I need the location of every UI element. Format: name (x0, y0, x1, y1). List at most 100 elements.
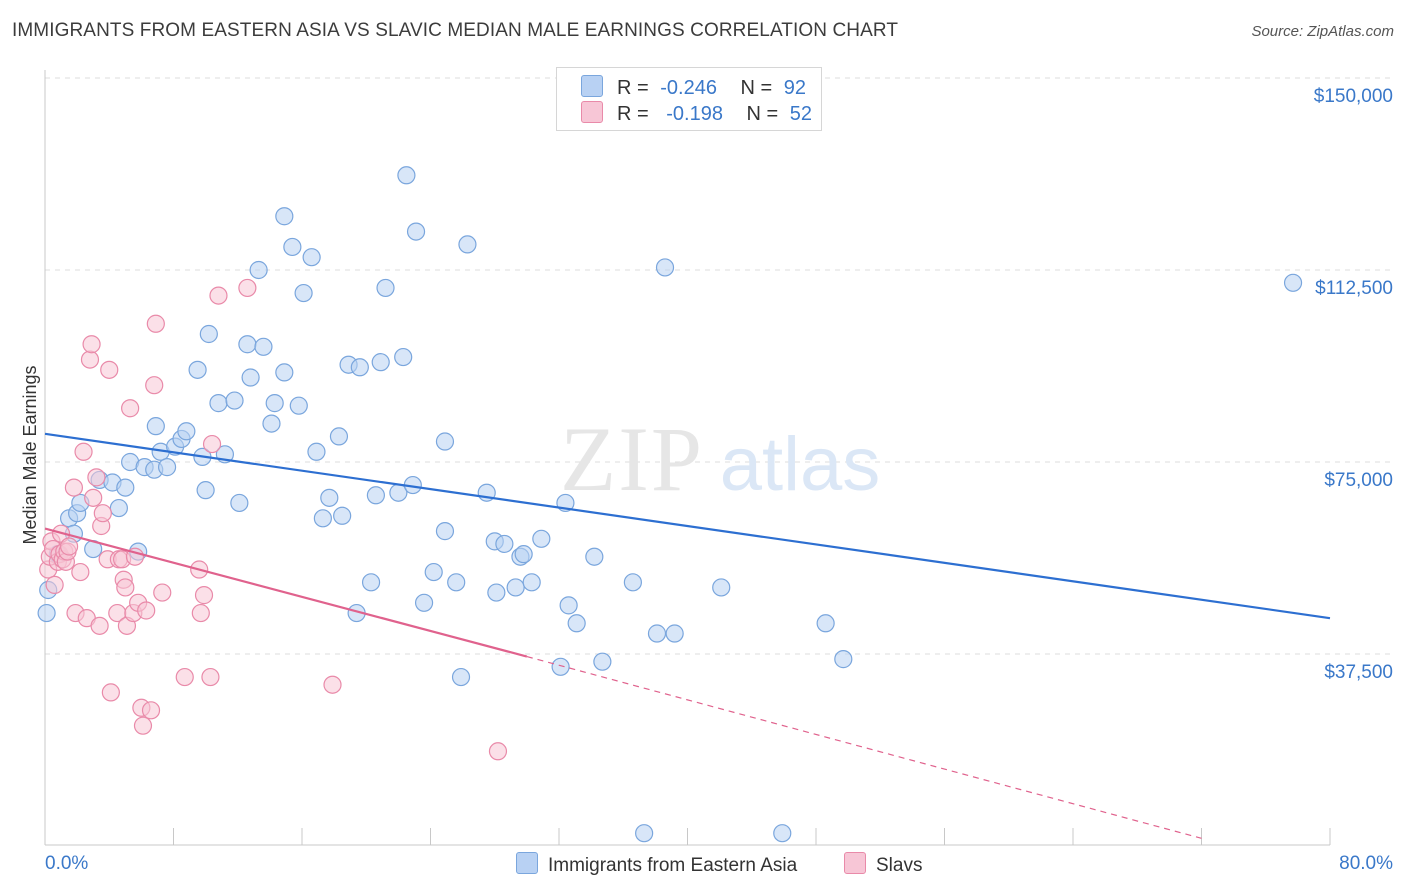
data-point-eastern-asia (37, 603, 56, 623)
legend-swatch-pink (581, 101, 603, 123)
data-point-eastern-asia (665, 624, 684, 643)
data-point-slavs (323, 675, 342, 694)
data-point-slavs (93, 504, 112, 523)
trend-line-eastern-asia (44, 432, 1331, 620)
legend-n-value: 92 (783, 77, 807, 99)
data-point-eastern-asia (773, 824, 792, 843)
data-point-eastern-asia (177, 422, 196, 441)
data-point-slavs (202, 434, 222, 454)
data-point-eastern-asia (1283, 273, 1303, 292)
data-point-eastern-asia (262, 414, 281, 433)
data-point-eastern-asia (495, 534, 514, 554)
data-point-eastern-asia (397, 166, 416, 185)
data-point-slavs (145, 376, 164, 395)
data-point-eastern-asia (109, 498, 128, 518)
data-point-slavs (141, 701, 161, 720)
data-point-eastern-asia (209, 394, 228, 413)
data-point-eastern-asia (157, 458, 177, 477)
watermark: ZIP atlas (560, 408, 880, 510)
bottom-legend-swatch-pink (844, 852, 866, 874)
data-point-eastern-asia (506, 578, 525, 597)
bottom-legend-slavs: Slavs (844, 852, 922, 877)
data-point-slavs (175, 667, 194, 687)
data-point-slavs (87, 468, 106, 487)
legend-row-slavs: R = -0.198 N = 52 (581, 101, 812, 127)
data-point-slavs (59, 537, 79, 556)
watermark-zip: ZIP (560, 408, 704, 510)
data-point-slavs (153, 583, 172, 602)
stats-legend: R = -0.246 N = 92 R = -0.198 N = 52 (556, 67, 822, 131)
data-point-eastern-asia (275, 363, 294, 382)
data-point-eastern-asia (635, 824, 654, 843)
data-point-eastern-asia (551, 657, 570, 676)
data-point-slavs (137, 601, 156, 620)
data-point-slavs (84, 488, 103, 507)
data-point-eastern-asia (712, 578, 731, 597)
data-point-eastern-asia (816, 614, 835, 633)
data-point-eastern-asia (333, 506, 352, 525)
data-point-slavs (209, 286, 228, 305)
trend-lines (44, 432, 1331, 839)
y-tick-label: $112,500 (1315, 278, 1393, 299)
data-point-eastern-asia (146, 417, 165, 436)
data-point-slavs (121, 399, 140, 418)
data-point-eastern-asia (265, 394, 284, 413)
data-point-eastern-asia (522, 573, 541, 592)
data-point-slavs (64, 478, 84, 497)
data-point-eastern-asia (593, 652, 612, 671)
legend-r-label: R = (617, 103, 649, 125)
data-point-eastern-asia (514, 545, 533, 564)
data-point-eastern-asia (302, 248, 321, 267)
legend-n-label: N = (740, 77, 773, 99)
data-point-eastern-asia (487, 583, 506, 602)
chart-title: IMMIGRANTS FROM EASTERN ASIA VS SLAVIC M… (12, 20, 899, 41)
data-point-eastern-asia (451, 667, 471, 687)
y-tick-label: $150,000 (1314, 86, 1393, 107)
legend-n-label: N = (746, 103, 779, 125)
data-point-eastern-asia (567, 614, 586, 633)
data-point-slavs (194, 586, 214, 605)
y-tick-label: $37,500 (1324, 662, 1393, 683)
data-point-eastern-asia (196, 481, 215, 500)
data-point-eastern-asia (283, 237, 302, 257)
data-point-slavs (191, 603, 210, 623)
trend-line-slavs (44, 527, 528, 658)
data-point-eastern-asia (361, 573, 381, 592)
data-point-eastern-asia (559, 596, 578, 615)
data-point-eastern-asia (230, 493, 249, 513)
data-point-eastern-asia (585, 547, 604, 566)
x-tick-label: 80.0% (1339, 853, 1393, 874)
data-point-eastern-asia (350, 358, 369, 377)
data-point-eastern-asia (199, 324, 218, 344)
data-point-slavs (80, 350, 100, 369)
data-point-slavs (45, 575, 64, 594)
data-point-eastern-asia (238, 335, 257, 354)
data-point-eastern-asia (329, 427, 349, 446)
data-point-eastern-asia (254, 337, 273, 356)
data-point-slavs (488, 742, 508, 761)
data-point-slavs (133, 716, 153, 735)
legend-r-label: R = (617, 77, 649, 99)
data-point-eastern-asia (435, 522, 455, 541)
data-point-eastern-asia (532, 529, 551, 548)
series-slavs-points (39, 278, 508, 761)
trend-line-slavs-extrapolated (526, 655, 1202, 839)
bottom-legend-swatch-blue (516, 852, 538, 874)
data-point-slavs (82, 335, 101, 354)
data-point-eastern-asia (435, 432, 455, 451)
data-point-eastern-asia (655, 258, 675, 277)
data-point-eastern-asia (241, 368, 260, 387)
source-label: Source: ZipAtlas.com (1251, 23, 1394, 40)
data-point-slavs (90, 616, 109, 635)
legend-swatch-blue (581, 75, 603, 97)
legend-n-value: 52 (789, 103, 813, 125)
legend-r-value: -0.246 (660, 77, 717, 99)
data-point-eastern-asia (275, 207, 294, 226)
bottom-legend-label: Immigrants from Eastern Asia (548, 855, 798, 876)
data-point-eastern-asia (623, 573, 642, 592)
bottom-legend-eastern-asia: Immigrants from Eastern Asia (516, 852, 797, 877)
bottom-legend-label: Slavs (876, 855, 923, 876)
data-point-slavs (146, 314, 165, 333)
data-point-eastern-asia (376, 278, 395, 298)
